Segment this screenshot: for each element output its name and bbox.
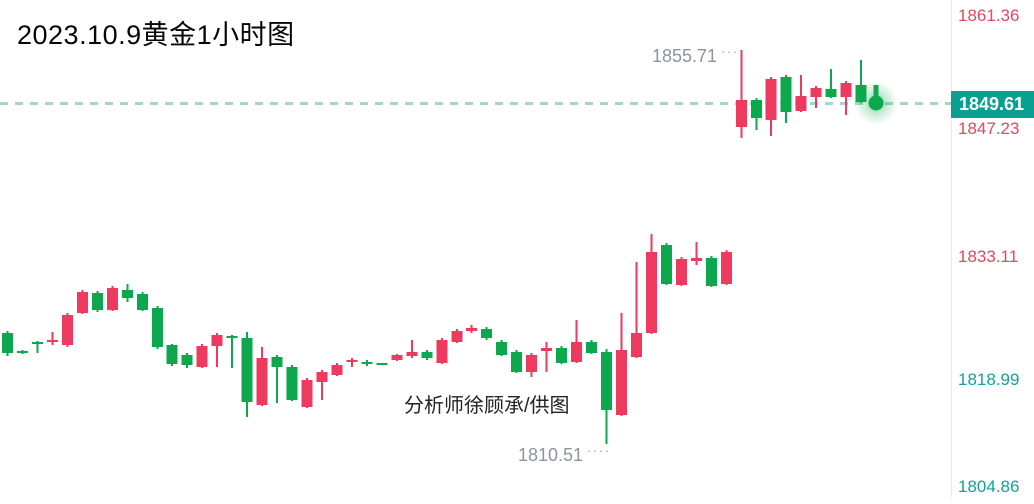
candle-body: [720, 251, 732, 284]
candle-wick: [695, 241, 698, 265]
candle-body: [76, 292, 88, 314]
candle-body: [496, 341, 508, 355]
candle-body: [256, 358, 268, 406]
candle-body: [226, 335, 238, 338]
candle-body: [451, 330, 463, 342]
candle-wick: [800, 75, 803, 112]
candle-body: [705, 258, 717, 287]
candle-body: [271, 356, 283, 367]
candle-wick: [830, 68, 833, 99]
analyst-credit: 分析师徐顾承/供图: [404, 395, 570, 417]
y-axis-border: [951, 0, 952, 497]
candle-wick: [320, 369, 323, 401]
candle-body: [406, 352, 418, 357]
high-price-annotation: 1855.71 ····: [652, 44, 745, 66]
candle-body: [286, 366, 298, 401]
candle-body: [301, 379, 313, 408]
candle-body: [211, 334, 223, 346]
y-axis-label: 1833.11: [958, 247, 1019, 266]
candle-body: [765, 79, 777, 121]
candle-body: [481, 328, 493, 338]
candle-body: [421, 352, 433, 359]
candle-body: [361, 362, 373, 365]
candle-wick: [410, 339, 413, 359]
candle-body: [586, 341, 598, 353]
y-axis-label: 1847.23: [958, 119, 1020, 138]
candle-body: [316, 371, 328, 382]
current-price-badge: 1849.61: [951, 91, 1034, 118]
candle-body: [331, 364, 343, 376]
high-price-label: 1855.71: [652, 46, 718, 66]
candle-body: [16, 351, 28, 354]
candle-body: [346, 360, 358, 363]
candle-wick: [845, 81, 848, 116]
candle-body: [2, 332, 13, 353]
candle-body: [840, 83, 852, 97]
candle-wick: [36, 341, 39, 353]
candle-body: [526, 354, 538, 372]
candle-body: [810, 88, 822, 97]
candle-body: [630, 332, 642, 357]
candle-wick: [276, 354, 279, 404]
candle-body: [690, 258, 702, 261]
chart-title: 2023.10.9黄金1小时图: [17, 20, 295, 50]
candle-body: [675, 258, 687, 285]
candle-wick: [350, 358, 353, 367]
candle-body: [466, 328, 478, 331]
candle-body: [436, 339, 448, 363]
candle-body: [825, 88, 837, 97]
candle-body: [660, 245, 672, 284]
candle-body: [780, 77, 792, 112]
candle-body: [571, 341, 583, 363]
candle-body: [31, 341, 43, 344]
candle-wick: [216, 332, 219, 367]
candle-body: [166, 345, 178, 365]
candle-wick: [860, 60, 863, 103]
candle-body: [376, 362, 388, 365]
candle-body: [735, 100, 747, 127]
candle-body: [241, 337, 253, 402]
y-axis-label: 1818.99: [958, 370, 1020, 389]
candle-body: [511, 352, 523, 372]
candle-body: [391, 354, 403, 361]
candle-body: [181, 354, 193, 365]
candle-body: [136, 294, 148, 310]
y-axis-label: 1804.86: [958, 477, 1020, 496]
candle-body: [615, 349, 627, 416]
candle-body: [556, 347, 568, 363]
candle-body: [541, 347, 553, 352]
current-price-value: 1849.61: [959, 94, 1025, 114]
candle-body: [750, 100, 762, 118]
candle-wick: [740, 49, 743, 138]
candle-body: [645, 251, 657, 333]
candle-wick: [575, 320, 578, 363]
low-price-label: 1810.51: [518, 445, 584, 465]
candle-wick: [545, 341, 548, 372]
candle-body: [795, 96, 807, 112]
candle-body: [91, 292, 103, 310]
candle-body: [46, 339, 58, 342]
candle-body: [121, 290, 133, 299]
candle-wick: [51, 332, 54, 346]
high-leader-dots-icon: ····: [721, 44, 745, 59]
candle-body: [106, 288, 118, 310]
low-price-annotation: 1810.51 ····: [518, 443, 611, 465]
candle-wick: [635, 262, 638, 359]
low-leader-dots-icon: ····: [587, 443, 611, 458]
current-price-dot-icon: [868, 95, 884, 111]
current-price-dot-stem: [873, 85, 879, 98]
candle-body: [61, 315, 73, 346]
y-axis-label: 1861.36: [958, 6, 1020, 25]
candle-body: [151, 307, 163, 348]
candle-body: [601, 352, 612, 410]
candlestick-canvas: [0, 49, 951, 444]
candle-wick: [231, 334, 234, 369]
candle-body: [196, 345, 208, 367]
